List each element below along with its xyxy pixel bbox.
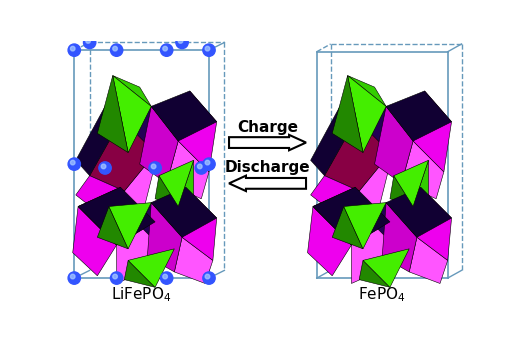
FancyArrow shape <box>229 176 306 191</box>
Polygon shape <box>140 203 182 249</box>
Circle shape <box>86 39 90 43</box>
Circle shape <box>70 46 75 51</box>
Circle shape <box>163 46 168 51</box>
Text: Charge: Charge <box>237 120 298 135</box>
Polygon shape <box>417 187 452 261</box>
Polygon shape <box>76 106 124 176</box>
Polygon shape <box>413 91 452 172</box>
Polygon shape <box>90 114 159 191</box>
Circle shape <box>163 274 168 279</box>
Text: FePO$_4$: FePO$_4$ <box>359 286 406 305</box>
Polygon shape <box>73 206 116 276</box>
Circle shape <box>205 274 210 279</box>
Polygon shape <box>151 91 217 141</box>
Circle shape <box>111 272 123 284</box>
Circle shape <box>68 272 80 284</box>
Circle shape <box>203 272 215 284</box>
Polygon shape <box>98 76 128 152</box>
Polygon shape <box>375 106 413 183</box>
Circle shape <box>151 164 156 169</box>
Circle shape <box>205 46 210 51</box>
Polygon shape <box>151 187 217 237</box>
Circle shape <box>160 272 173 284</box>
Circle shape <box>205 160 210 165</box>
Polygon shape <box>332 76 363 152</box>
Polygon shape <box>178 160 194 206</box>
Circle shape <box>113 46 117 51</box>
Polygon shape <box>113 76 151 106</box>
Polygon shape <box>351 222 390 283</box>
Polygon shape <box>159 160 194 206</box>
Polygon shape <box>359 261 390 287</box>
Circle shape <box>195 162 207 174</box>
Polygon shape <box>348 76 386 152</box>
Circle shape <box>203 44 215 56</box>
Polygon shape <box>348 76 386 106</box>
Polygon shape <box>325 114 394 191</box>
Polygon shape <box>124 261 155 287</box>
Polygon shape <box>136 106 178 157</box>
Circle shape <box>176 36 188 49</box>
Polygon shape <box>113 76 151 152</box>
Circle shape <box>160 44 173 56</box>
Circle shape <box>197 164 202 169</box>
Circle shape <box>203 158 215 170</box>
Text: LiFePO$_4$: LiFePO$_4$ <box>111 286 171 305</box>
Polygon shape <box>386 91 452 141</box>
Polygon shape <box>76 176 124 218</box>
Polygon shape <box>313 187 390 245</box>
Circle shape <box>149 162 161 174</box>
Polygon shape <box>128 249 174 287</box>
Polygon shape <box>344 203 386 249</box>
Polygon shape <box>386 187 452 237</box>
Polygon shape <box>409 237 448 283</box>
Polygon shape <box>363 249 409 287</box>
Circle shape <box>84 36 96 49</box>
Circle shape <box>68 158 80 170</box>
Polygon shape <box>413 160 429 206</box>
Circle shape <box>111 44 123 56</box>
Polygon shape <box>109 203 151 249</box>
Circle shape <box>101 164 106 169</box>
Polygon shape <box>167 141 209 199</box>
Polygon shape <box>178 91 217 172</box>
Polygon shape <box>78 187 121 245</box>
Circle shape <box>70 160 75 165</box>
Polygon shape <box>307 206 351 276</box>
Polygon shape <box>390 176 413 206</box>
Polygon shape <box>147 203 182 272</box>
Circle shape <box>99 162 111 174</box>
Polygon shape <box>78 187 155 245</box>
Polygon shape <box>140 106 178 183</box>
Polygon shape <box>311 106 359 176</box>
FancyArrow shape <box>229 135 306 150</box>
Polygon shape <box>311 176 359 218</box>
Polygon shape <box>332 206 363 249</box>
Circle shape <box>178 39 183 43</box>
Polygon shape <box>174 237 213 283</box>
Polygon shape <box>401 141 444 199</box>
Circle shape <box>70 274 75 279</box>
Polygon shape <box>182 187 217 261</box>
Polygon shape <box>98 206 128 249</box>
Polygon shape <box>371 106 413 157</box>
Polygon shape <box>116 222 155 283</box>
Polygon shape <box>121 149 159 226</box>
Polygon shape <box>382 203 417 272</box>
Polygon shape <box>355 149 394 226</box>
Circle shape <box>68 44 80 56</box>
Circle shape <box>113 274 117 279</box>
Polygon shape <box>394 160 429 206</box>
Polygon shape <box>155 176 178 206</box>
Text: Discharge: Discharge <box>224 161 311 176</box>
Polygon shape <box>313 187 355 245</box>
Polygon shape <box>375 203 417 249</box>
